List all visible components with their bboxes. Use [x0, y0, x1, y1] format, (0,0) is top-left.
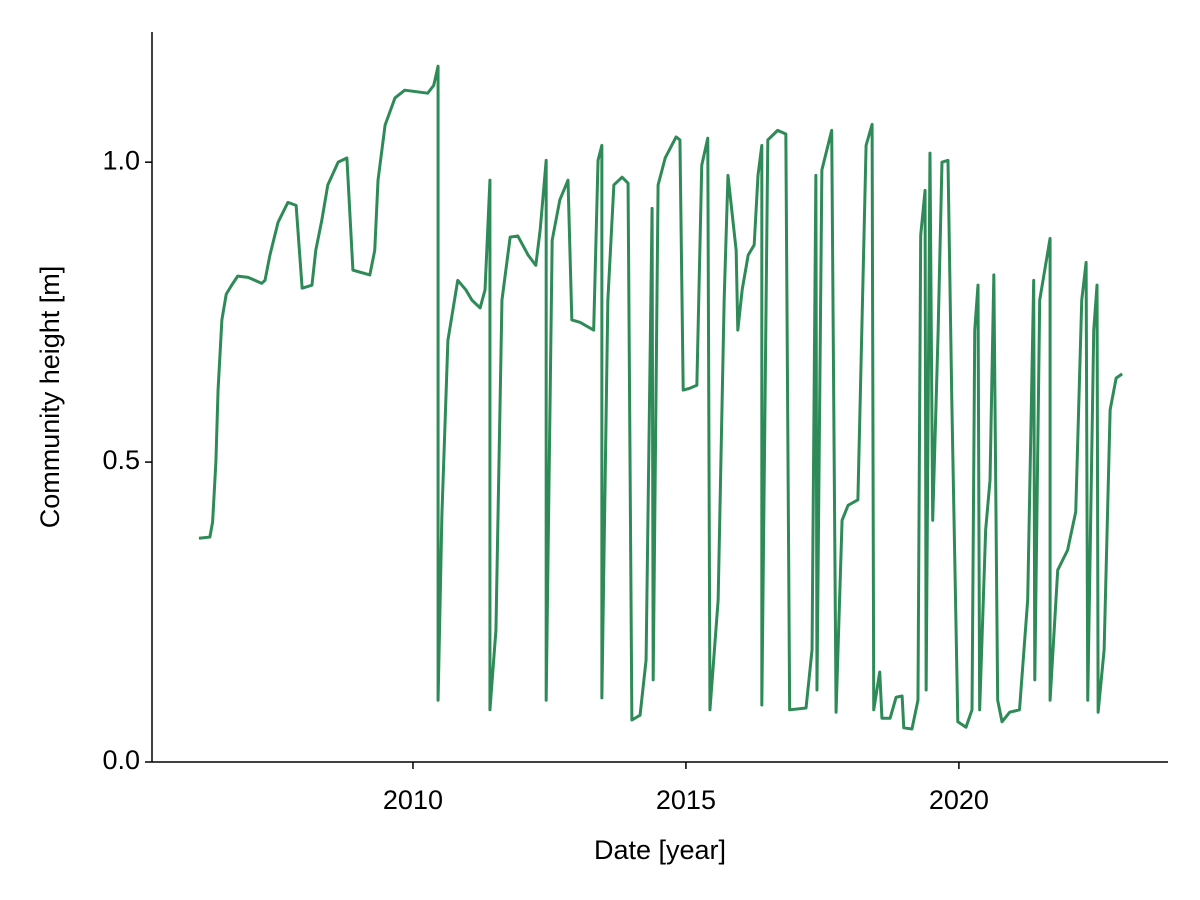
y-axis-label: Community height [m] [35, 266, 65, 529]
x-tick-label: 2015 [656, 785, 716, 815]
x-tick-label: 2010 [383, 785, 443, 815]
x-axis-label: Date [year] [594, 835, 726, 865]
y-tick-label: 0.5 [102, 445, 140, 475]
y-tick-label: 0.0 [102, 745, 140, 775]
y-tick-label: 1.0 [102, 145, 140, 175]
data-line [198, 64, 1124, 731]
x-tick-label: 2020 [929, 785, 989, 815]
